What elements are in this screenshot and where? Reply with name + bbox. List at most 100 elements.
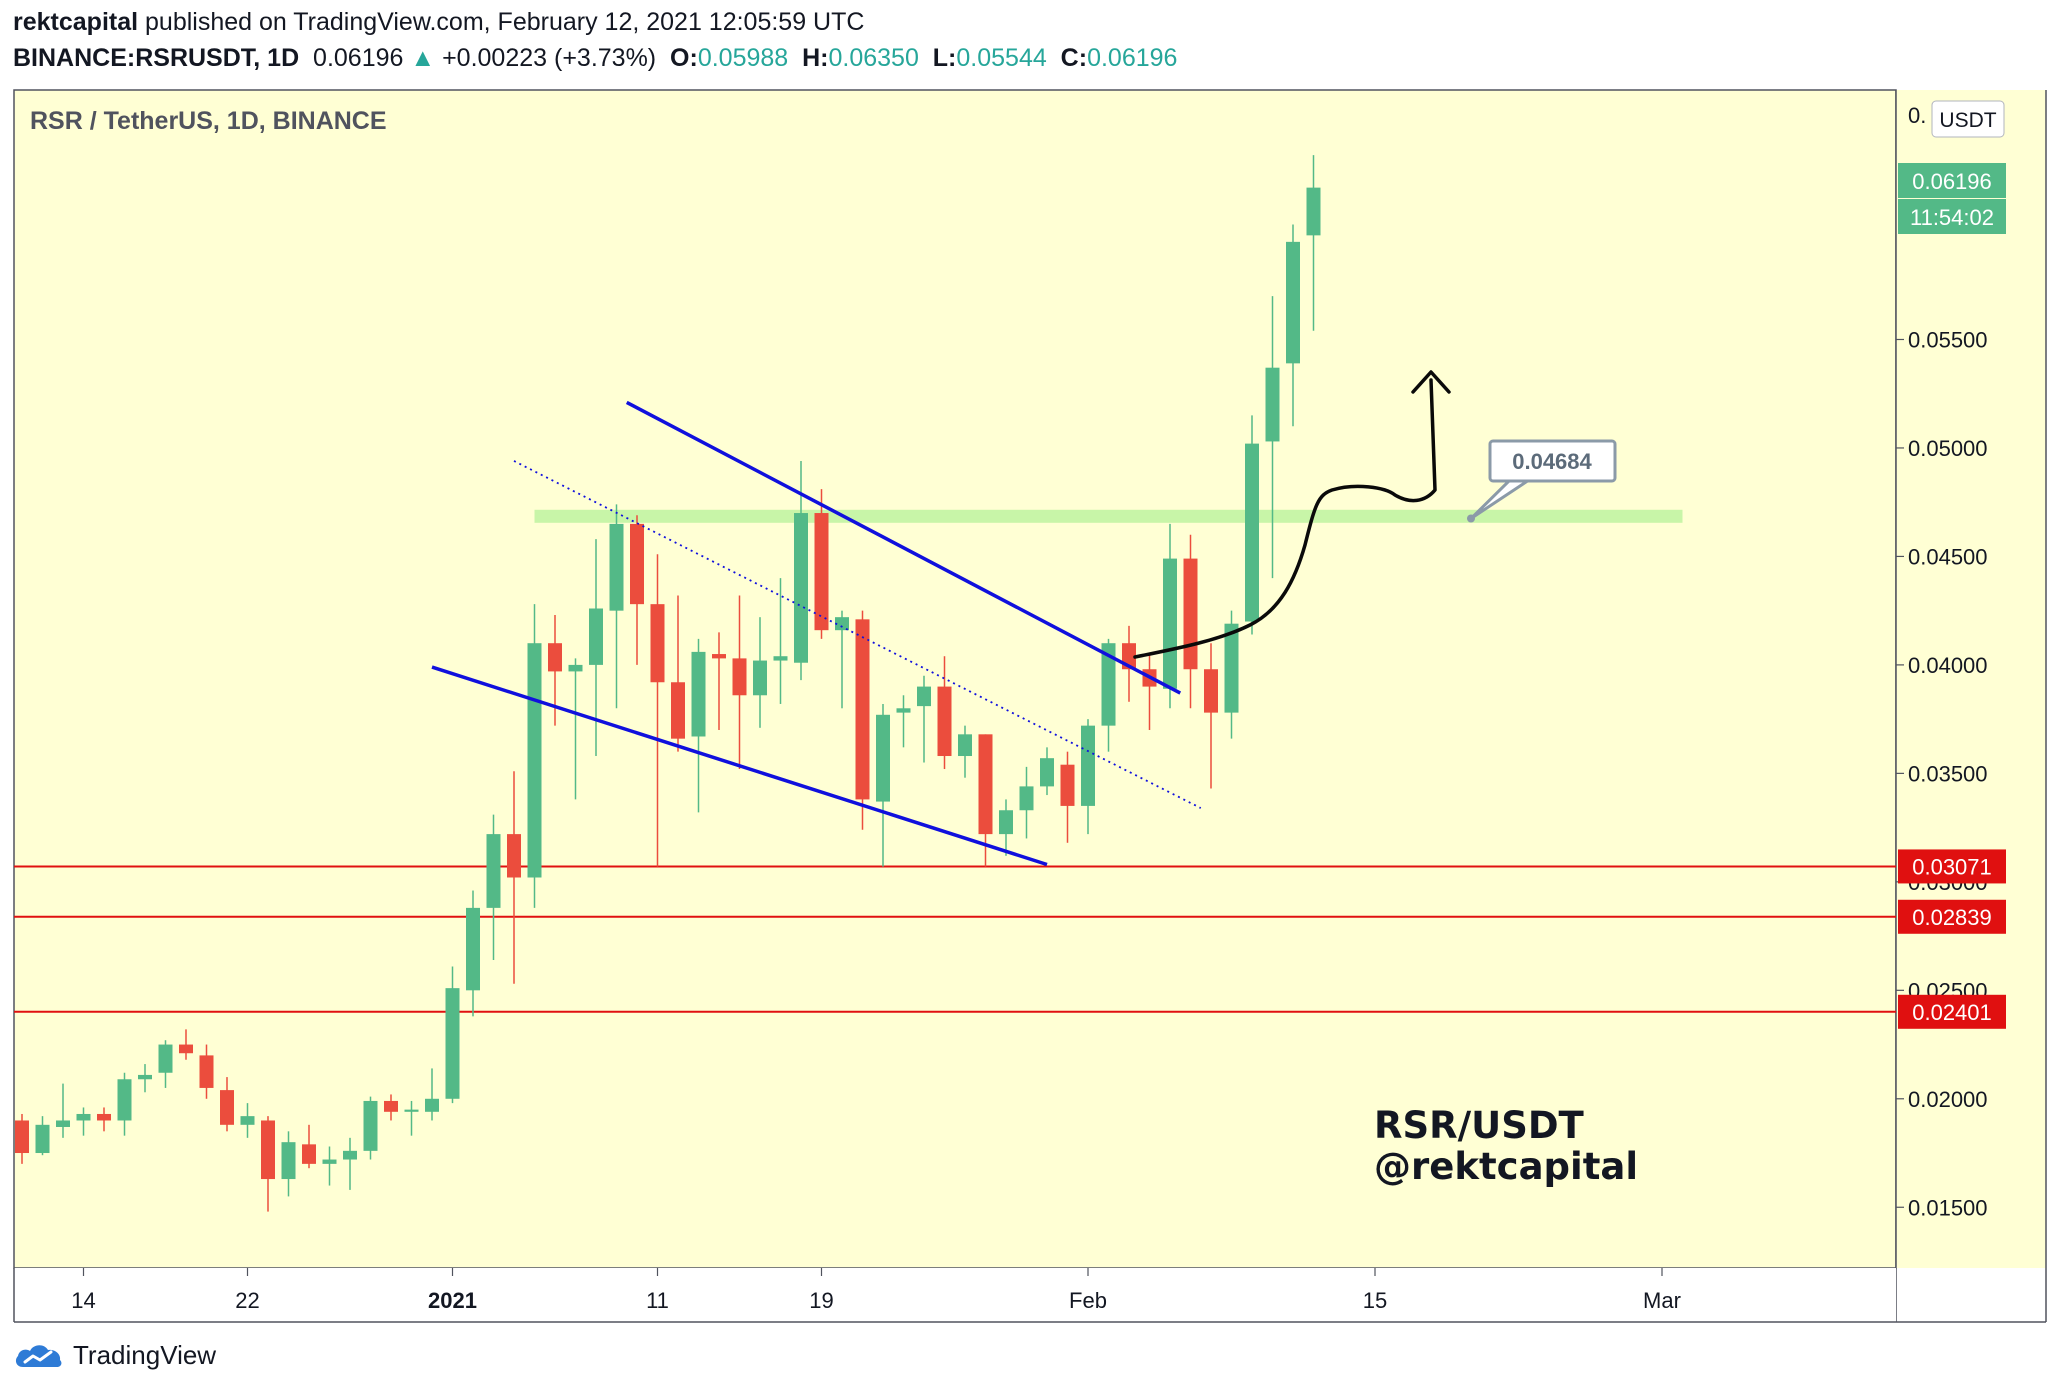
candle-bullish[interactable]	[158, 1040, 173, 1088]
projection-path	[1133, 378, 1437, 659]
price-axis[interactable]	[1896, 90, 2046, 1268]
candle-bearish[interactable]	[1183, 534, 1198, 709]
candle-bullish[interactable]	[1101, 638, 1116, 752]
candle-body	[1183, 558, 1198, 670]
candle-body	[691, 651, 706, 737]
candle-bullish[interactable]	[343, 1137, 357, 1190]
candle-bullish[interactable]	[917, 675, 931, 763]
candle-bullish[interactable]	[486, 814, 501, 960]
candle-bullish[interactable]	[691, 638, 706, 813]
candle-bullish[interactable]	[527, 604, 542, 908]
candle-bullish[interactable]	[753, 617, 767, 728]
candle-bearish[interactable]	[384, 1094, 398, 1121]
candle-bullish[interactable]	[1163, 523, 1177, 709]
time-axis[interactable]	[14, 1268, 1896, 1322]
candle-bullish[interactable]	[1306, 155, 1321, 331]
candle-bearish[interactable]	[712, 632, 726, 730]
candle-bearish[interactable]	[199, 1044, 214, 1099]
candle-bearish[interactable]	[1060, 751, 1075, 843]
candle-body	[1245, 443, 1259, 622]
candle-body	[896, 708, 911, 713]
candle-bullish[interactable]	[1265, 296, 1280, 579]
y-tick-label: 0.05500	[1908, 327, 1988, 352]
candle-bullish[interactable]	[117, 1072, 132, 1136]
candle-bullish[interactable]	[1040, 747, 1054, 796]
published-text: published on TradingView.com, February 1…	[145, 8, 865, 36]
candle-bullish[interactable]	[363, 1096, 378, 1160]
candle-body	[589, 608, 603, 665]
tradingview-cloud-icon[interactable]	[13, 1341, 65, 1371]
candle-bullish[interactable]	[56, 1083, 70, 1138]
candle-bearish[interactable]	[261, 1116, 275, 1212]
candle-bullish[interactable]	[609, 504, 624, 709]
candle-bullish[interactable]	[1081, 719, 1095, 835]
y-axis-top-label: 0.	[1908, 103, 1926, 128]
change-arrow-icon: ▲	[410, 44, 436, 72]
candle-bearish[interactable]	[1204, 643, 1218, 789]
candle-bearish[interactable]	[302, 1124, 316, 1169]
candle-body	[384, 1100, 398, 1112]
candle-bullish[interactable]	[1286, 224, 1300, 427]
candle-bearish[interactable]	[855, 610, 870, 830]
tradingview-brand[interactable]: TradingView	[73, 1340, 217, 1370]
plot-area[interactable]	[13, 89, 1897, 1269]
candle-body	[1286, 241, 1300, 364]
candle-bearish[interactable]	[97, 1107, 111, 1132]
candle-body	[1101, 643, 1116, 726]
candle-bullish[interactable]	[281, 1131, 296, 1197]
candle-bearish[interactable]	[650, 554, 665, 867]
candle-bearish[interactable]	[671, 595, 685, 752]
candle-bullish[interactable]	[1245, 415, 1259, 635]
candle-bullish[interactable]	[322, 1146, 337, 1186]
candle-body	[404, 1109, 419, 1112]
candle-bullish[interactable]	[958, 725, 972, 778]
candle-body	[220, 1090, 234, 1125]
candle-bullish[interactable]	[138, 1064, 152, 1093]
channel-upper-line	[625, 400, 1182, 695]
candle-bullish[interactable]	[425, 1068, 439, 1121]
support-price-tag	[1898, 849, 2006, 884]
candle-bearish[interactable]	[507, 771, 521, 984]
author-name[interactable]: rektcapital	[13, 8, 139, 36]
candle-bearish[interactable]	[732, 595, 747, 770]
candle-body	[630, 523, 644, 605]
candle-bullish[interactable]	[876, 703, 890, 867]
candle-bullish[interactable]	[773, 578, 788, 704]
candle-bullish[interactable]	[568, 658, 583, 800]
candle-bullish[interactable]	[445, 966, 460, 1104]
candle-body	[445, 988, 460, 1099]
candle-bullish[interactable]	[404, 1100, 419, 1136]
candle-bullish[interactable]	[1019, 766, 1034, 839]
price-change: +0.00223 (+3.73%)	[442, 44, 657, 72]
candle-bullish[interactable]	[896, 695, 911, 748]
candle-bearish[interactable]	[937, 656, 952, 770]
candle-body	[97, 1113, 111, 1121]
currency-button[interactable]	[1931, 100, 2005, 138]
candle-bearish[interactable]	[814, 489, 829, 639]
candle-bullish[interactable]	[999, 799, 1013, 856]
candle-body	[609, 523, 624, 611]
candle-body	[999, 810, 1013, 835]
candle-body	[527, 643, 542, 878]
callout-box	[1488, 439, 1617, 483]
low-label: L:	[932, 44, 957, 72]
open-label: O:	[670, 44, 698, 72]
candle-bearish[interactable]	[630, 515, 644, 665]
candle-bearish[interactable]	[220, 1077, 234, 1132]
candle-body	[507, 834, 521, 878]
y-tick-label: 0.04500	[1908, 544, 1988, 569]
currency-label: USDT	[1939, 109, 1996, 132]
candle-bullish[interactable]	[240, 1103, 255, 1138]
x-tick-label: 19	[809, 1288, 833, 1313]
candle-bearish[interactable]	[15, 1113, 29, 1164]
projection-arrowhead-icon	[1411, 370, 1451, 394]
candle-bearish[interactable]	[179, 1029, 193, 1060]
candle-bullish[interactable]	[466, 890, 480, 1017]
support-price-tag-value: 0.02401	[1912, 1000, 1992, 1025]
candle-bullish[interactable]	[76, 1107, 91, 1136]
candle-body	[1081, 725, 1095, 806]
candle-bullish[interactable]	[35, 1116, 50, 1156]
candle-bullish[interactable]	[794, 460, 808, 681]
resistance-zone	[534, 509, 1683, 523]
